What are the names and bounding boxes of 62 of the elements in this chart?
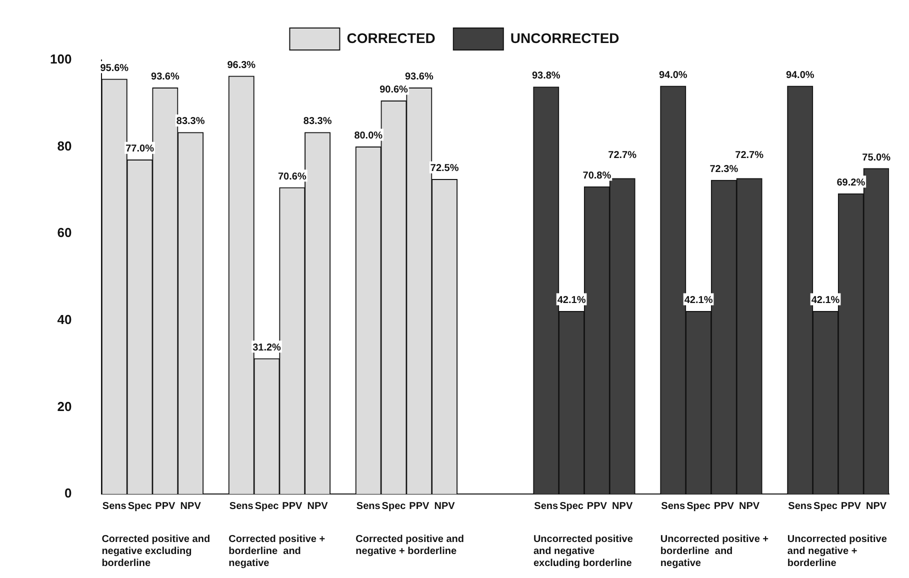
y-tick-label: 20 [57, 398, 72, 414]
x-tick-label: NPV [307, 500, 328, 512]
data-label: 42.1% [557, 295, 586, 306]
x-tick-label: Sens [788, 500, 812, 512]
x-tick-label: NPV [180, 500, 202, 512]
data-label: 90.6% [380, 84, 408, 96]
y-tick-label: 40 [57, 312, 72, 327]
text: Corrected positive + borderline and negative [228, 534, 326, 569]
y-tick-label: 60 [57, 225, 72, 240]
x-tick-label: Spec [382, 500, 406, 512]
data-label: 94.0% [786, 70, 814, 81]
data-label: 69.2% [836, 177, 866, 188]
text: Uncorrected positive and negative + borderline [787, 534, 888, 569]
data-label: 83.3% [303, 116, 332, 128]
y-tick-label: 0 [64, 486, 72, 501]
data-label: 31.2% [252, 342, 282, 354]
data-label: 93.6% [404, 72, 434, 83]
x-tick-label: NPV [612, 500, 633, 512]
x-tick-label: Sens [229, 500, 254, 512]
x-tick-label: NPV [739, 500, 760, 512]
data-label: 72.7% [608, 150, 637, 162]
text: Corrected positive and negative + borderline [356, 534, 464, 557]
data-label: 77.0% [126, 144, 154, 155]
x-tick-label: Sens [661, 500, 686, 512]
data-label: 95.6% [100, 62, 129, 74]
x-tick-label: Spec [560, 500, 584, 512]
x-tick-label: PPV [409, 500, 430, 512]
x-tick-label: NPV [866, 500, 887, 512]
data-label: 75.0% [862, 152, 891, 164]
data-label: 72.5% [430, 163, 459, 174]
data-label: 70.8% [582, 170, 612, 182]
x-tick-label: Spec [254, 500, 280, 512]
x-tick-label: PPV [282, 500, 302, 512]
x-tick-label: Sens [356, 500, 381, 512]
data-label: 96.3% [227, 60, 256, 71]
data-label: 72.7% [735, 150, 764, 162]
x-tick-label: Spec [128, 500, 152, 512]
text: Uncorrected positive + borderline and negative [660, 534, 769, 569]
data-label: 93.8% [532, 70, 560, 82]
data-label: 42.1% [684, 295, 713, 306]
x-tick-label: PPV [155, 500, 176, 512]
x-tick-label: Spec [686, 500, 711, 512]
x-tick-label: Sens [102, 500, 127, 512]
data-label: 80.0% [354, 130, 383, 142]
data-label: 93.6% [151, 72, 180, 83]
data-label: 94.0% [658, 70, 688, 81]
legend-label: UNCORRECTED [510, 30, 620, 46]
x-tick-label: PPV [714, 500, 734, 512]
x-tick-label: Sens [534, 500, 559, 512]
data-label: 83.3% [176, 116, 205, 128]
x-tick-label: Spec [814, 500, 838, 512]
x-tick-label: PPV [586, 500, 608, 512]
text: Uncorrected positive and negative excluding borderline [533, 534, 634, 569]
x-tick-label: NPV [434, 500, 456, 512]
text: Corrected positive and negative excluding borderline [102, 534, 210, 569]
data-label: 70.6% [278, 171, 306, 182]
legend-label: CORRECTED [346, 30, 436, 46]
data-label: 42.1% [811, 295, 840, 306]
x-tick-label: PPV [840, 500, 862, 512]
data-label: 72.3% [710, 164, 738, 175]
y-tick-label: 100 [50, 52, 72, 67]
y-tick-label: 80 [57, 138, 72, 154]
